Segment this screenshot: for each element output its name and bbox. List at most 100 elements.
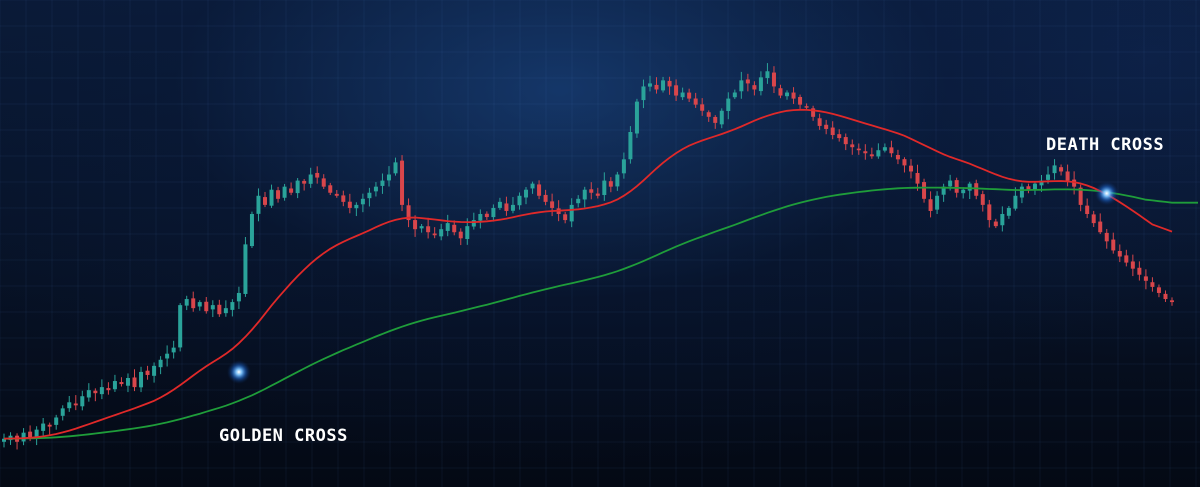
candle-body [308,174,313,184]
candle-body [941,186,946,195]
candlestick [60,405,65,421]
candle-body [791,92,796,99]
candle-body [693,98,698,105]
candle-body [948,180,953,187]
candle-body [726,98,731,111]
candlestick [497,197,502,210]
candle-body [1026,186,1031,190]
candlestick [615,171,620,191]
candlestick [993,218,998,229]
candlestick [400,155,405,212]
candlestick [647,75,652,92]
candlestick [263,191,268,208]
candlestick [80,390,85,411]
candlestick [811,105,816,121]
candlestick [432,227,437,239]
candlestick [1104,228,1109,249]
candle-body [621,159,626,174]
candle-body [491,207,496,218]
candle-body [276,190,281,199]
candle-body [269,189,274,206]
candlestick [54,414,59,430]
candlestick [67,395,72,412]
candlestick [406,198,411,228]
candlestick [458,228,463,246]
candlestick [354,202,359,217]
candlestick [1065,164,1070,187]
candlestick [47,422,52,435]
candle-body [882,147,887,151]
candle-body [367,192,372,199]
candle-body [73,403,78,406]
candle-body [60,408,65,416]
candlestick [908,159,913,179]
candle-body [517,195,522,206]
candle-body [334,193,339,196]
candle-body [341,195,346,202]
candle-body [80,396,85,407]
candle-body [811,108,816,117]
candle-body [935,195,940,210]
candlestick [217,299,222,317]
candlestick [1130,254,1135,277]
candlestick [295,178,300,199]
candle-body [628,132,633,160]
candle-body [869,154,874,157]
candlestick [452,220,457,236]
candle-body [589,189,594,193]
candlestick [1000,206,1005,232]
candle-body [249,214,254,247]
candlestick [798,94,803,109]
candle-body [1130,261,1135,269]
candlestick [739,71,744,99]
candlestick [876,143,881,159]
candlestick [249,211,254,249]
candle-body [484,213,489,218]
candle-body [315,172,320,178]
candle-body [928,199,933,211]
candle-body [602,180,607,196]
candle-body [843,137,848,145]
candlestick [1085,198,1090,219]
candlestick [706,110,711,122]
candlestick [680,87,685,101]
candle-body [765,71,770,79]
candlestick [328,182,333,196]
candle-body [1046,174,1051,180]
candle-body [465,226,470,240]
candle-body [439,229,444,237]
candle-body [1150,282,1155,287]
candlestick [1124,249,1129,267]
candle-body [524,189,529,198]
candlestick [1137,261,1142,281]
candle-body [1117,251,1122,257]
golden-cross-marker [226,359,251,384]
candle-body [302,180,307,184]
candlestick [112,374,117,392]
candle-body [112,381,117,390]
candlestick [524,187,529,205]
candlestick [863,144,868,160]
candlestick [380,173,385,194]
candlestick [974,179,979,200]
candlestick [791,87,796,104]
candlestick [621,152,626,179]
golden-cross-label: GOLDEN CROSS [219,426,348,446]
candlestick-series [2,63,1174,450]
candlestick [1078,184,1083,212]
candle-body [413,220,418,230]
candlestick [713,115,718,129]
candlestick [687,88,692,103]
candle-body [615,174,620,187]
candlestick [1052,159,1057,180]
candlestick [980,190,985,212]
candle-body [647,83,652,87]
candlestick [589,182,594,200]
candlestick [1006,205,1011,219]
candlestick [719,108,724,129]
candle-body [458,231,463,239]
candlestick [1111,232,1116,254]
candlestick [373,182,378,197]
candle-body [445,223,450,231]
